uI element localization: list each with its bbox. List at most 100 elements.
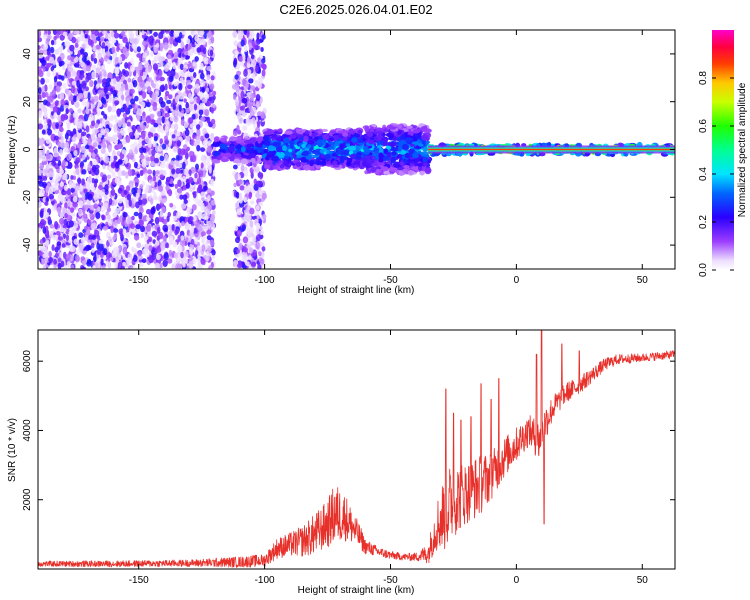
spectrogram-cell bbox=[142, 147, 147, 153]
spectrogram-cell bbox=[162, 235, 167, 243]
spectrogram-cell bbox=[127, 168, 133, 177]
spectrogram-cell bbox=[183, 199, 188, 205]
spectrogram-cell bbox=[96, 136, 102, 143]
spectrogram-cell bbox=[56, 114, 62, 121]
spectrogram-cell bbox=[120, 265, 126, 269]
spectrogram-cell bbox=[110, 30, 115, 38]
spectrogram-cell bbox=[150, 161, 156, 167]
spectrogram-cell bbox=[142, 52, 148, 59]
spectrogram-cell bbox=[178, 53, 182, 58]
spectrogram-cell bbox=[65, 234, 70, 242]
spectrogram-cell bbox=[282, 134, 291, 138]
spectrogram-cell bbox=[307, 144, 312, 149]
spectrogram-cell bbox=[207, 145, 213, 153]
spectrogram-cell bbox=[200, 38, 206, 46]
spectrogram-cell bbox=[267, 145, 276, 152]
spectrogram-cell bbox=[158, 61, 164, 67]
spectrogram-cell bbox=[255, 205, 260, 211]
spectrogram-cell bbox=[210, 118, 216, 125]
spectrogram-cell bbox=[128, 81, 134, 90]
spectrogram-cell bbox=[227, 145, 235, 153]
spectrogram-cell bbox=[370, 166, 377, 173]
spectrogram-cell bbox=[88, 175, 92, 184]
spectrogram-cell bbox=[48, 193, 54, 200]
spectrogram-cell bbox=[97, 101, 103, 108]
spectrogram-cell bbox=[179, 63, 184, 70]
spectrogram-cell bbox=[180, 235, 185, 241]
spectrogram-cell bbox=[249, 200, 255, 205]
spectrogram-cell bbox=[245, 215, 251, 221]
spectrogram-cell bbox=[153, 94, 157, 101]
spectrogram-cell bbox=[61, 243, 66, 248]
spectrogram-cell bbox=[87, 193, 93, 201]
spectrogram-cell bbox=[203, 206, 208, 214]
spectrogram-cell bbox=[182, 148, 188, 155]
spectrogram-cell bbox=[177, 245, 183, 253]
spectrogram-cell bbox=[248, 101, 253, 107]
spectrogram-cell bbox=[138, 62, 143, 71]
spectrogram-cell bbox=[51, 89, 56, 97]
spectrogram-cell bbox=[301, 143, 306, 149]
spectrogram-cell bbox=[59, 104, 65, 112]
spectrogram-cell bbox=[55, 85, 61, 93]
spectrogram-cell bbox=[420, 134, 429, 141]
spectrogram-cell bbox=[75, 185, 80, 191]
spectrogram-cell bbox=[61, 64, 66, 71]
spectrogram-cell bbox=[161, 206, 166, 213]
spectrogram-cell bbox=[247, 184, 251, 192]
spectrogram-cell bbox=[200, 191, 206, 198]
spectrogram-cell bbox=[309, 165, 315, 171]
spectrogram-cell bbox=[57, 206, 62, 214]
spectrogram-cell bbox=[247, 69, 252, 75]
spectrogram-cell bbox=[166, 258, 173, 264]
spectrogram-cell bbox=[136, 46, 141, 53]
spectrogram-cell bbox=[184, 128, 190, 137]
spectrogram-cell bbox=[77, 108, 82, 114]
spectrogram-cell bbox=[52, 106, 59, 113]
spectrogram-cell bbox=[178, 136, 183, 142]
spectrogram-cell bbox=[188, 129, 192, 137]
spectrogram-cell bbox=[136, 173, 141, 178]
spectrogram-cell bbox=[145, 67, 149, 75]
spectrogram-cell bbox=[157, 145, 163, 152]
spectrogram-cell bbox=[239, 192, 243, 200]
spectrogram-cell bbox=[141, 197, 148, 205]
spectrogram-cell bbox=[357, 129, 363, 135]
spectrogram-cell bbox=[63, 251, 67, 260]
spectrogram-cell bbox=[46, 102, 51, 107]
spectrogram-cell bbox=[155, 170, 160, 175]
spectrogram-cell bbox=[353, 160, 361, 165]
spectrogram-cell bbox=[100, 160, 104, 166]
spectrogram-cell bbox=[156, 254, 161, 260]
spectrogram-cell bbox=[284, 137, 289, 143]
spectrogram-cell bbox=[249, 110, 255, 117]
spectrogram-cell bbox=[197, 263, 203, 269]
spectrogram-cell bbox=[385, 145, 392, 150]
spectrogram-cell bbox=[116, 109, 121, 118]
spectrogram-cell bbox=[289, 142, 294, 150]
spectrogram-cell bbox=[165, 90, 170, 97]
spectrogram-cell bbox=[155, 240, 160, 247]
spectrogram-cell bbox=[70, 207, 75, 213]
spectrogram-cell bbox=[84, 204, 89, 211]
spectrogram-cell bbox=[99, 239, 104, 244]
spectrogram-cell bbox=[107, 261, 112, 269]
spectrogram-cell bbox=[127, 77, 132, 83]
spectrogram-cell bbox=[38, 151, 43, 159]
spectrogram-cell bbox=[113, 124, 118, 130]
spectrogram-cell bbox=[261, 34, 266, 40]
spectrogram-cell bbox=[189, 104, 193, 112]
spectrogram-cell bbox=[45, 153, 51, 160]
spectrogram-cell bbox=[118, 228, 124, 235]
spectrogram-cell bbox=[168, 138, 172, 147]
spectrogram-cell bbox=[122, 246, 128, 255]
spectrogram-cell bbox=[83, 51, 88, 58]
spectrogram-cell bbox=[78, 232, 84, 239]
spectrogram-cell bbox=[245, 149, 253, 154]
spectrogram-cell bbox=[295, 162, 301, 167]
spectrogram-cell bbox=[96, 242, 100, 250]
spectrogram-cell bbox=[206, 235, 212, 241]
spectrogram-cell bbox=[126, 121, 131, 127]
spectrogram-cell bbox=[69, 60, 74, 67]
spectrogram-cell bbox=[44, 201, 49, 207]
